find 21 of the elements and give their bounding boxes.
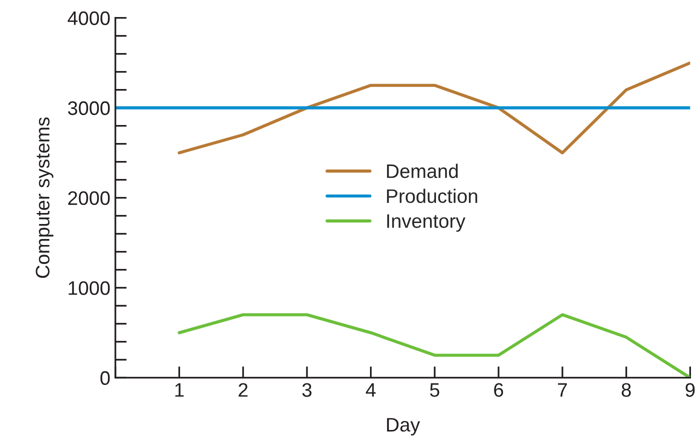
x-tick-label: 3: [302, 383, 312, 397]
y-tick-label: 4000: [68, 11, 110, 26]
x-tick-label: 8: [622, 383, 631, 397]
legend-label: Inventory: [387, 214, 466, 232]
x-tick-label: 6: [494, 383, 504, 397]
y-axis-title: Computer systems: [36, 117, 54, 278]
x-tick-label: 5: [430, 383, 440, 397]
line-series: [178, 313, 690, 378]
x-tick-label: 2: [238, 383, 248, 397]
legend-label: Demand: [387, 164, 458, 178]
y-tick-label: 1000: [68, 281, 110, 295]
y-tick-label: 3000: [68, 101, 110, 116]
x-tick-label: 7: [558, 383, 567, 397]
x-tick-label: 4: [366, 383, 376, 397]
y-tick-label: 2000: [68, 191, 110, 206]
x-tick-label: 1: [175, 383, 184, 397]
legend-label: Production: [387, 188, 478, 204]
line-series: [178, 61, 690, 154]
y-tick-label: 0: [100, 371, 110, 385]
x-tick-label: 9: [686, 383, 695, 397]
x-axis-title: Day: [387, 418, 420, 436]
